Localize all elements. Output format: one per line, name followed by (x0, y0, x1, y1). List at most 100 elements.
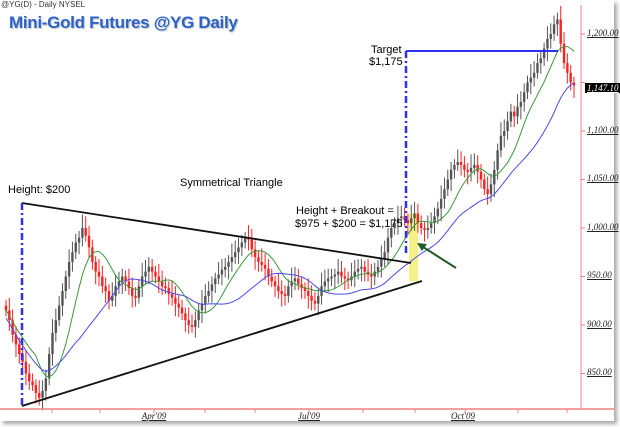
candle-body (393, 223, 396, 228)
candle-body (423, 228, 426, 230)
candle-body (233, 252, 237, 258)
candle-body (104, 286, 107, 292)
candle-body (84, 228, 87, 236)
candle-body (536, 63, 539, 73)
x-tick-apr: Apr'09 (141, 411, 167, 421)
candle-body (77, 237, 81, 243)
candle-body (107, 291, 111, 301)
candle-body (310, 295, 313, 301)
candle-body (410, 218, 413, 224)
candle-body (217, 274, 220, 279)
candle-body (297, 278, 300, 285)
candle-body (51, 332, 54, 355)
candle-body (400, 216, 403, 219)
candle-body (506, 121, 509, 131)
candle-body (200, 303, 204, 311)
candle-body (413, 213, 416, 219)
candle-body (532, 72, 536, 78)
candle-body (572, 82, 576, 86)
candle-body (403, 216, 406, 221)
candle-body (270, 276, 273, 282)
candle-body (177, 303, 180, 308)
candle-body (144, 271, 147, 277)
candle-body (71, 252, 74, 262)
candle-body (210, 284, 214, 292)
candle-body (240, 242, 244, 248)
candle-body (522, 92, 526, 102)
candle-body (486, 189, 489, 195)
candle-body (87, 235, 91, 248)
candle-body (360, 266, 363, 269)
candle-body (466, 169, 469, 172)
candle-body (124, 276, 127, 282)
candle-body (147, 266, 151, 272)
candle-body (489, 184, 493, 195)
candle-body (197, 310, 200, 321)
candle-body (220, 269, 224, 275)
candle-body (170, 293, 174, 298)
candle-body (496, 150, 499, 170)
candle-body (204, 295, 207, 304)
candle-body (303, 288, 307, 292)
candle-body (426, 228, 430, 230)
x-tick-oct: Oct'09 (451, 411, 475, 421)
candle-body (38, 392, 41, 398)
candle-body (257, 257, 260, 262)
candle-body (433, 216, 436, 224)
candle-body (333, 274, 337, 277)
candle-body (336, 271, 340, 275)
candle-body (194, 320, 197, 327)
candle-body (439, 198, 443, 209)
candle-body (356, 268, 360, 272)
candle-body (513, 111, 516, 117)
candle-body (380, 259, 383, 267)
triangle-upper-line (21, 202, 412, 264)
candle-body (386, 237, 390, 253)
candle-body (250, 239, 254, 250)
candle-body (187, 320, 190, 325)
candle-body (273, 281, 277, 287)
candle-body (526, 82, 529, 93)
candle-body (546, 38, 549, 49)
candle-body (396, 218, 400, 224)
candle-body (150, 266, 154, 272)
target-annotation-line1: Target (371, 44, 402, 56)
candle-body (562, 43, 566, 64)
candle-body (67, 261, 71, 277)
candle-body (556, 19, 559, 25)
candle-body (280, 291, 283, 294)
candle-body (127, 281, 131, 289)
breakout-arrow-shaft (419, 244, 457, 269)
candle-body (263, 264, 267, 269)
candle-body (366, 271, 370, 275)
candle-body (353, 271, 356, 277)
candle-body (224, 266, 227, 270)
candle-body (343, 276, 347, 279)
candle-body (390, 228, 393, 238)
candle-body (190, 325, 194, 327)
candle-body (140, 276, 144, 287)
target-annotation-line2: $1,175 (369, 56, 403, 68)
candle-body (154, 271, 157, 277)
height-annotation: Height: $200 (8, 184, 71, 196)
candle-body (443, 189, 446, 199)
candle-body (41, 390, 44, 398)
candle-body (370, 274, 373, 277)
candle-body (227, 261, 230, 267)
candle-body (137, 286, 141, 298)
y-tick-850: 850.00 (587, 367, 612, 377)
candle-body (566, 63, 569, 73)
candle-body (237, 247, 240, 253)
candle-body (180, 307, 184, 314)
candle-body (267, 268, 270, 277)
candle-body (81, 228, 84, 238)
candle-body (207, 291, 210, 296)
candle-body (54, 320, 58, 333)
x-tick-jul: Jul'09 (298, 411, 320, 421)
y-tick-1000: 1,000.00 (587, 222, 619, 232)
candle-body (91, 247, 94, 262)
candle-body (157, 276, 160, 282)
candle-body (473, 164, 476, 168)
candle-body (483, 179, 486, 190)
